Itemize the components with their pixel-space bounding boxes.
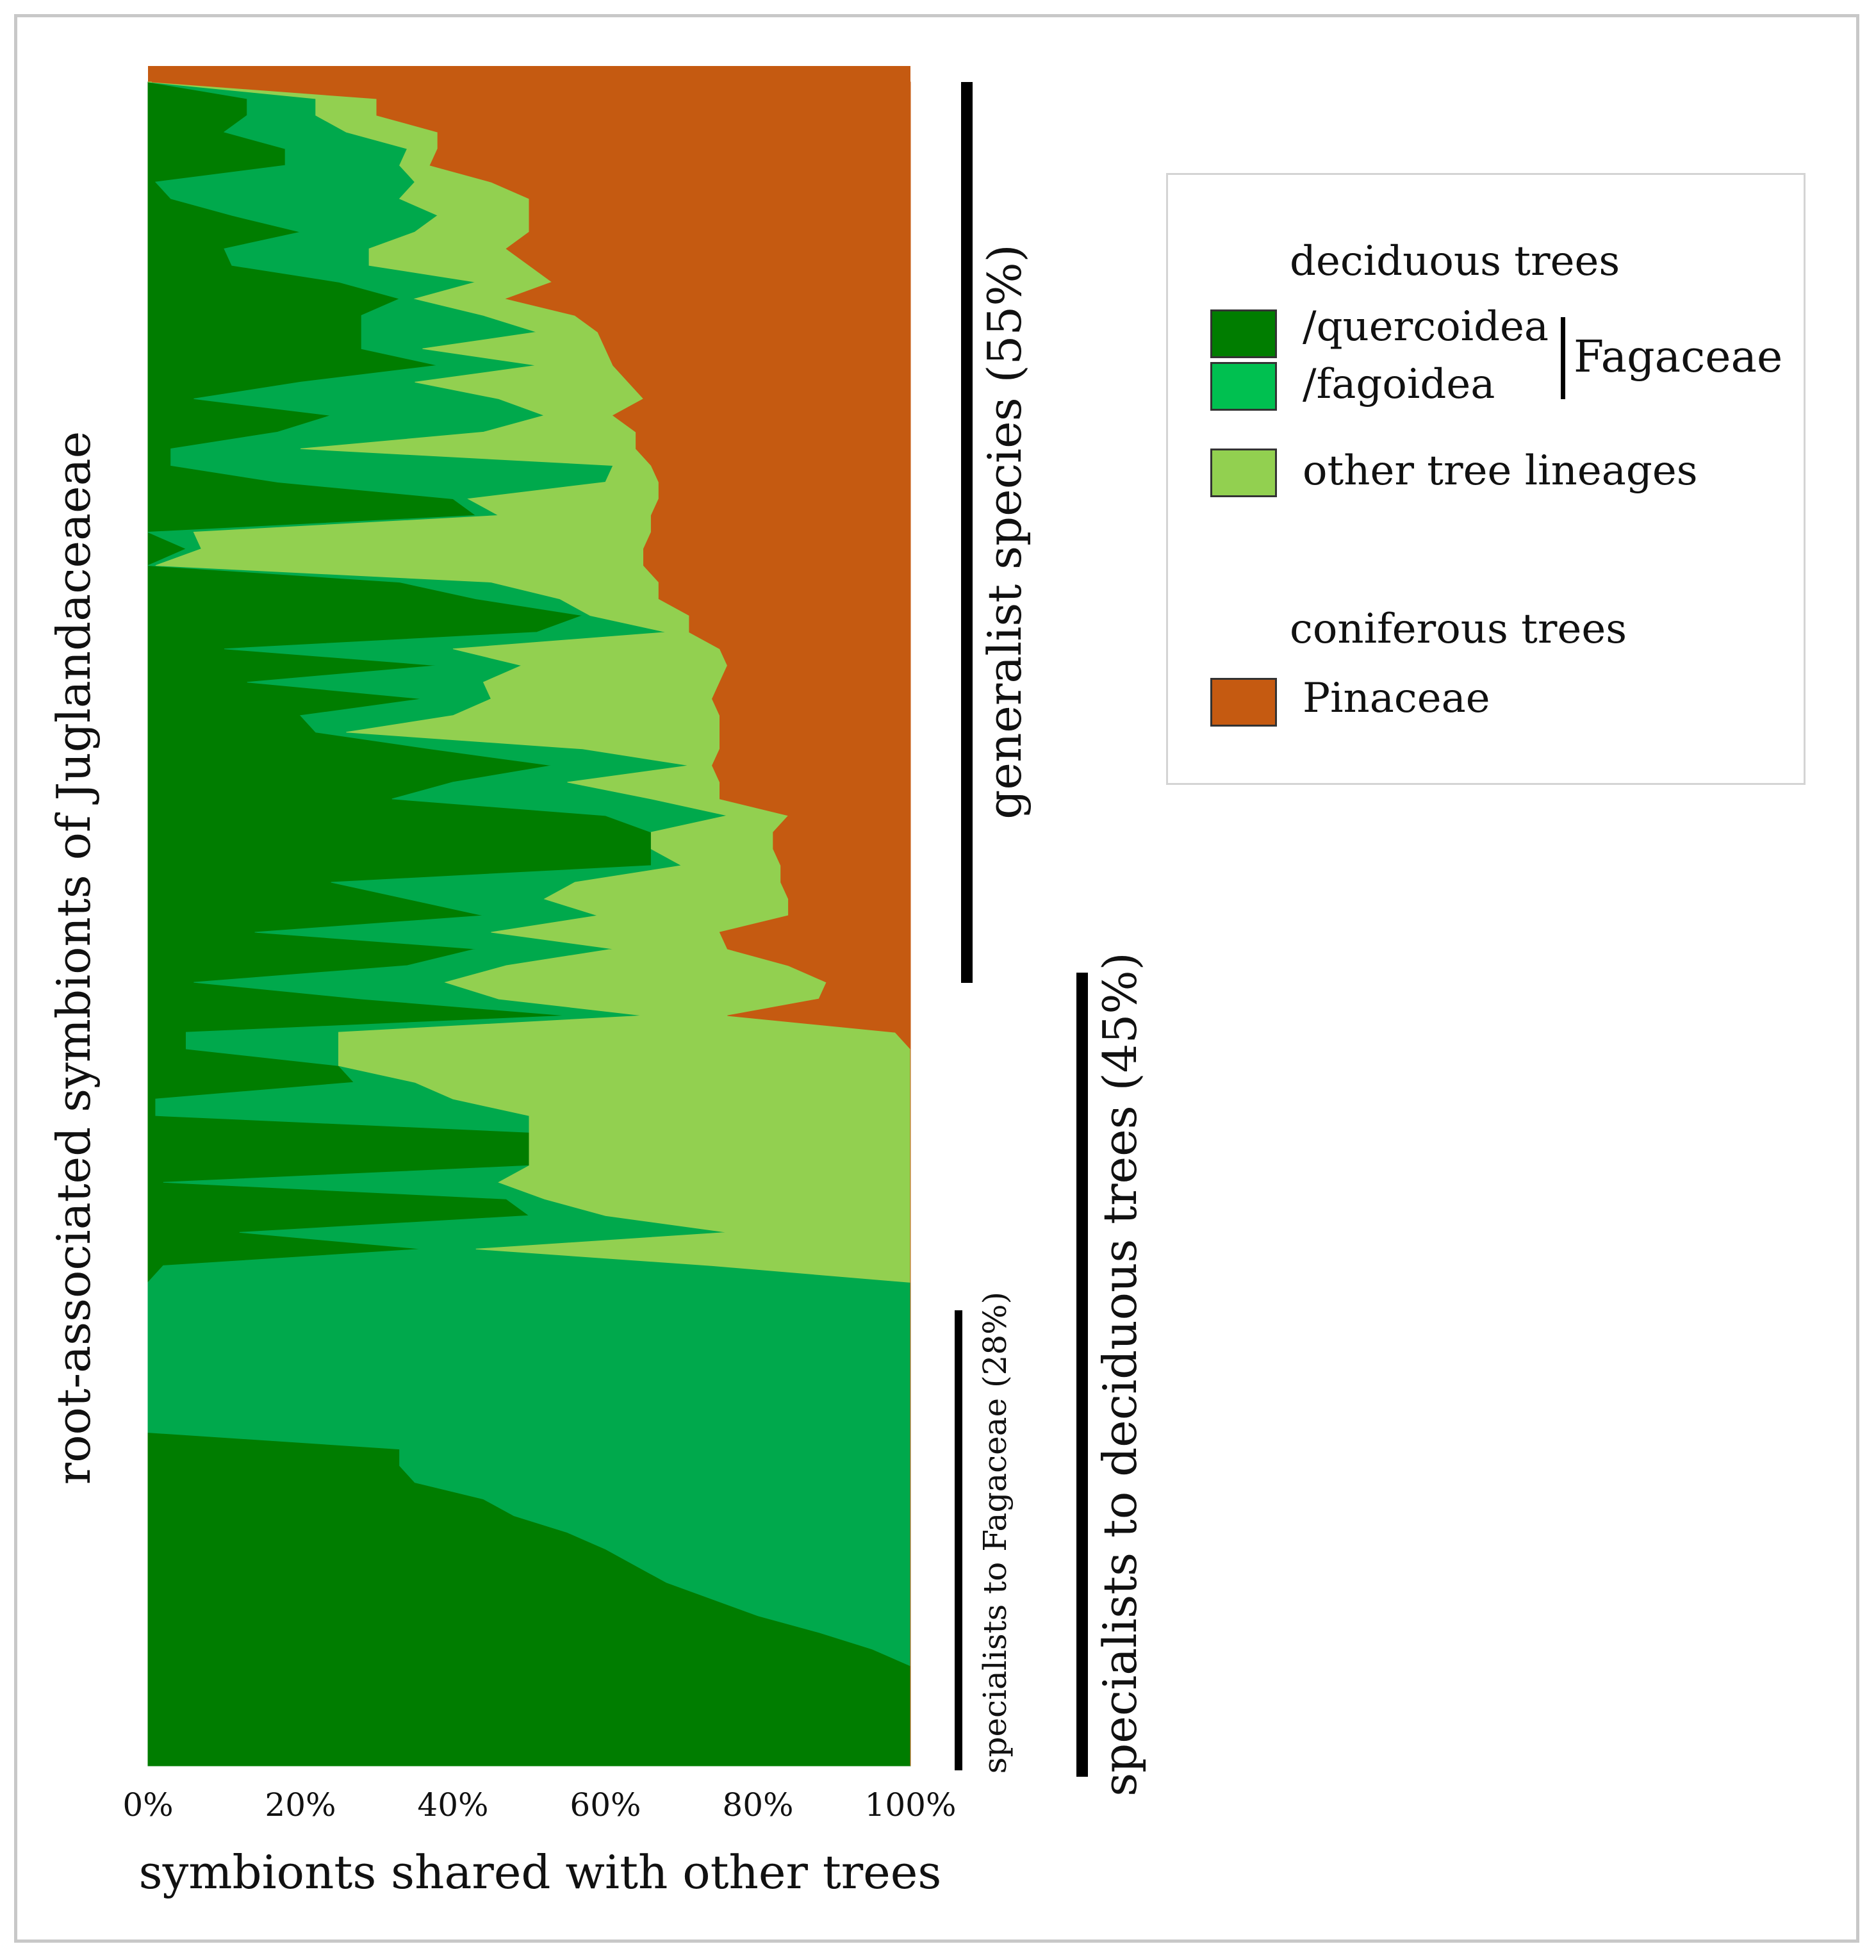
- deciduous-specialists-label: specialists to deciduous trees (45%): [1093, 952, 1147, 1797]
- deciduous-bracket: [1076, 973, 1088, 1777]
- legend-fagaceae-bracket: [1561, 317, 1565, 399]
- legend-quercoidea-label: /quercoidea: [1303, 303, 1549, 350]
- x-tick-20: 20%: [265, 1786, 336, 1824]
- legend-fagaceae-label: Fagaceae: [1574, 332, 1783, 383]
- area-pinaceae: [151, 81, 911, 1766]
- legend-fagoidea-label: /fagoidea: [1303, 361, 1495, 408]
- x-axis-label: symbionts shared with other trees: [138, 1845, 942, 1899]
- area-series: [147, 81, 911, 1766]
- x-tick-0: 0%: [122, 1786, 174, 1824]
- legend-other-label: other tree lineages: [1303, 447, 1698, 495]
- x-tick-60: 60%: [570, 1786, 641, 1824]
- legend-fagoidea-swatch: [1210, 362, 1277, 411]
- x-tick-40: 40%: [417, 1786, 489, 1824]
- legend-pinaceae-swatch: [1210, 678, 1277, 727]
- figure-frame: [14, 14, 1859, 1943]
- legend-pinaceae-label: Pinaceae: [1303, 675, 1490, 722]
- legend: deciduous trees /quercoidea /fagoidea Fa…: [1166, 173, 1806, 785]
- x-tick-80: 80%: [722, 1786, 794, 1824]
- legend-deciduous-header: deciduous trees: [1290, 238, 1620, 285]
- legend-coniferous-header: coniferous trees: [1290, 605, 1627, 653]
- fagaceae-bracket: [955, 1310, 962, 1770]
- generalist-label: generalist species (55%): [978, 244, 1032, 819]
- x-tick-100: 100%: [864, 1786, 957, 1824]
- legend-other-swatch: [1210, 449, 1277, 497]
- pinaceae-band-top: [148, 66, 910, 82]
- y-axis-label: root-associated symbionts of Juglandacea…: [47, 431, 101, 1485]
- generalist-bracket: [961, 82, 973, 983]
- fagaceae-specialists-label: specialists to Fagaceae (28%): [976, 1291, 1014, 1774]
- legend-quercoidea-swatch: [1210, 309, 1277, 358]
